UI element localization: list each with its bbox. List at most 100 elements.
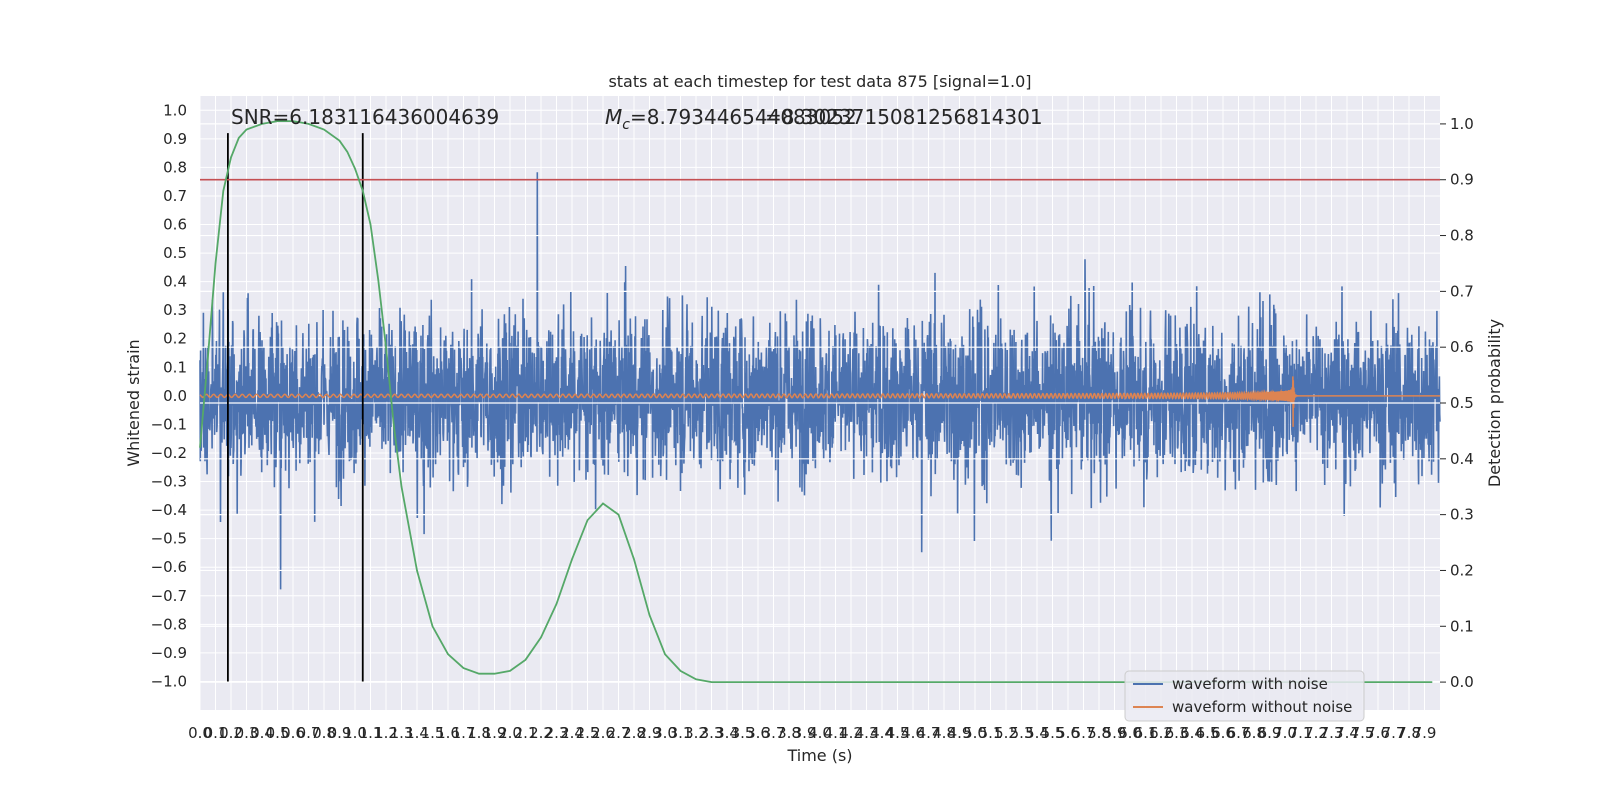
y-axis-left-ticks: −1.0 −0.9 −0.8 −0.7 −0.6 −0.5 −0.4 −0.3 −0.2 −0.1…: [151, 101, 187, 690]
y-tick-label-left: 0.9: [163, 130, 187, 148]
x-tick-label: 1.7: [452, 724, 476, 742]
y-tick-label-left: 0.6: [163, 216, 187, 234]
x-tick-label: 4.7: [917, 724, 941, 742]
x-tick-label: 4.9: [948, 724, 972, 742]
clean-path: [199, 376, 1440, 427]
x-tick-label: 0.2: [219, 724, 243, 742]
x-tick-label: 3.9: [793, 724, 817, 742]
x-tick-label: 5.6: [1056, 724, 1080, 742]
x-tick-label: 2.5: [576, 724, 600, 742]
x-tick-label: 7.1: [1289, 724, 1313, 742]
x-tick-label: 0.8: [312, 724, 336, 742]
x-tick-label: 0.4: [250, 724, 274, 742]
x-tick-label: 5.3: [1010, 724, 1034, 742]
y-tick-label-left: −0.8: [151, 615, 187, 633]
x-tick-label: 6.9: [1258, 724, 1282, 742]
snr-annotation: SNR=6.183116436004639: [231, 105, 499, 129]
x-tick-label: 0.3: [235, 724, 259, 742]
x-tick-label: 6.6: [1211, 724, 1235, 742]
y-tick-label-left: 0.8: [163, 158, 187, 176]
x-tick-label: 5.1: [979, 724, 1003, 742]
x-tick-label: 1.1: [359, 724, 383, 742]
y-tick-label-left: −0.3: [151, 473, 187, 491]
x-tick-label: 4.6: [901, 724, 925, 742]
y-tick-label-right: 1.0: [1450, 115, 1474, 133]
x-tick-label: 1.8: [467, 724, 491, 742]
y-tick-label-left: −0.9: [151, 644, 187, 662]
x-tick-label: 1.6: [436, 724, 460, 742]
y-tick-label-right: 0.0: [1450, 673, 1474, 691]
x-tick-label: 1.2: [374, 724, 398, 742]
y-tick-label-right: 0.8: [1450, 227, 1474, 245]
x-tick-label: 1.0: [343, 724, 367, 742]
x-tick-label: 1.9: [483, 724, 507, 742]
y-tick-label-left: 0.0: [163, 387, 187, 405]
y-tick-label-left: 0.7: [163, 187, 187, 205]
x-tick-label: 1.3: [390, 724, 414, 742]
y-tick-label-left: 0.5: [163, 244, 187, 262]
x-tick-label: 2.7: [607, 724, 631, 742]
x-tick-label: 4.4: [870, 724, 894, 742]
x-tick-label: 7.5: [1351, 724, 1375, 742]
y-axis-left-label: Whitened strain: [124, 339, 143, 466]
x-tick-label: 7.4: [1335, 724, 1359, 742]
y-tick-label-right: 0.6: [1450, 338, 1474, 356]
x-tick-label: 2.9: [638, 724, 662, 742]
x-tick-label: 5.0: [963, 724, 987, 742]
x-tick-label: 4.5: [886, 724, 910, 742]
y-tick-label-left: 0.3: [163, 301, 187, 319]
legend-label-waveform-with-noise: waveform with noise: [1172, 675, 1328, 693]
y-tick-label-right: 0.9: [1450, 171, 1474, 189]
x-tick-label: 0.1: [204, 724, 228, 742]
x-tick-label: 6.0: [1118, 724, 1142, 742]
x-tick-label: 6.2: [1149, 724, 1173, 742]
x-tick-label: 4.3: [855, 724, 879, 742]
y-tick-label-left: 1.0: [163, 101, 187, 119]
legend-label-waveform-without-noise: waveform without noise: [1172, 698, 1352, 716]
y-tick-label-right: 0.5: [1450, 394, 1474, 412]
x-tick-label: 3.3: [700, 724, 724, 742]
x-tick-label: 0.6: [281, 724, 305, 742]
x-tick-label: 3.6: [746, 724, 770, 742]
x-tick-label: 4.0: [808, 724, 832, 742]
x-tick-label: 7.7: [1382, 724, 1406, 742]
x-tick-label: 7.0: [1273, 724, 1297, 742]
x-tick-label: 3.4: [715, 724, 739, 742]
x-tick-label: 3.5: [731, 724, 755, 742]
x-tick-label: 6.4: [1180, 724, 1204, 742]
x-tick-label: 5.5: [1041, 724, 1065, 742]
mc-annotation-1: Mc=8.793446544083052: [605, 105, 857, 133]
mc-annotation-2: =8.3023715081256814301: [765, 105, 1043, 129]
x-tick-label: 2.3: [545, 724, 569, 742]
x-tick-label: 4.2: [839, 724, 863, 742]
series-waveform-without-noise: [199, 376, 1440, 427]
x-tick-label: 2.6: [591, 724, 615, 742]
y-axis-right-ticks: 0.0 0.1 0.2 0.3 0.4 0.5 0.6 0.7 0.8 0.9 1.0: [1440, 115, 1474, 691]
x-tick-label: 4.1: [824, 724, 848, 742]
x-tick-label: 0.9: [328, 724, 352, 742]
x-tick-label: 2.0: [498, 724, 522, 742]
x-tick-label: 3.1: [669, 724, 693, 742]
x-axis-label: Time (s): [786, 746, 852, 765]
y-tick-label-left: −1.0: [151, 672, 187, 690]
x-tick-label: 7.6: [1366, 724, 1390, 742]
y-tick-label-left: 0.4: [163, 273, 187, 291]
x-tick-label: 6.1: [1134, 724, 1158, 742]
x-tick-label: 6.3: [1165, 724, 1189, 742]
x-tick-label: 5.8: [1087, 724, 1111, 742]
legend-box: [1124, 670, 1365, 722]
y-tick-label-right: 0.1: [1450, 617, 1474, 635]
x-tick-label: 3.8: [777, 724, 801, 742]
event-markers: [226, 133, 364, 682]
x-tick-label: 6.5: [1196, 724, 1220, 742]
x-tick-label: 2.8: [622, 724, 646, 742]
x-tick-label: 0.0: [188, 724, 212, 742]
y-tick-label-left: −0.4: [151, 501, 187, 519]
x-tick-label: 7.2: [1304, 724, 1328, 742]
x-tick-label: 7.9: [1413, 724, 1437, 742]
x-tick-label: 2.2: [529, 724, 553, 742]
x-tick-label: 0.7: [297, 724, 321, 742]
x-tick-label: 5.9: [1103, 724, 1127, 742]
y-axis-right-label: Detection probability: [1485, 319, 1504, 487]
